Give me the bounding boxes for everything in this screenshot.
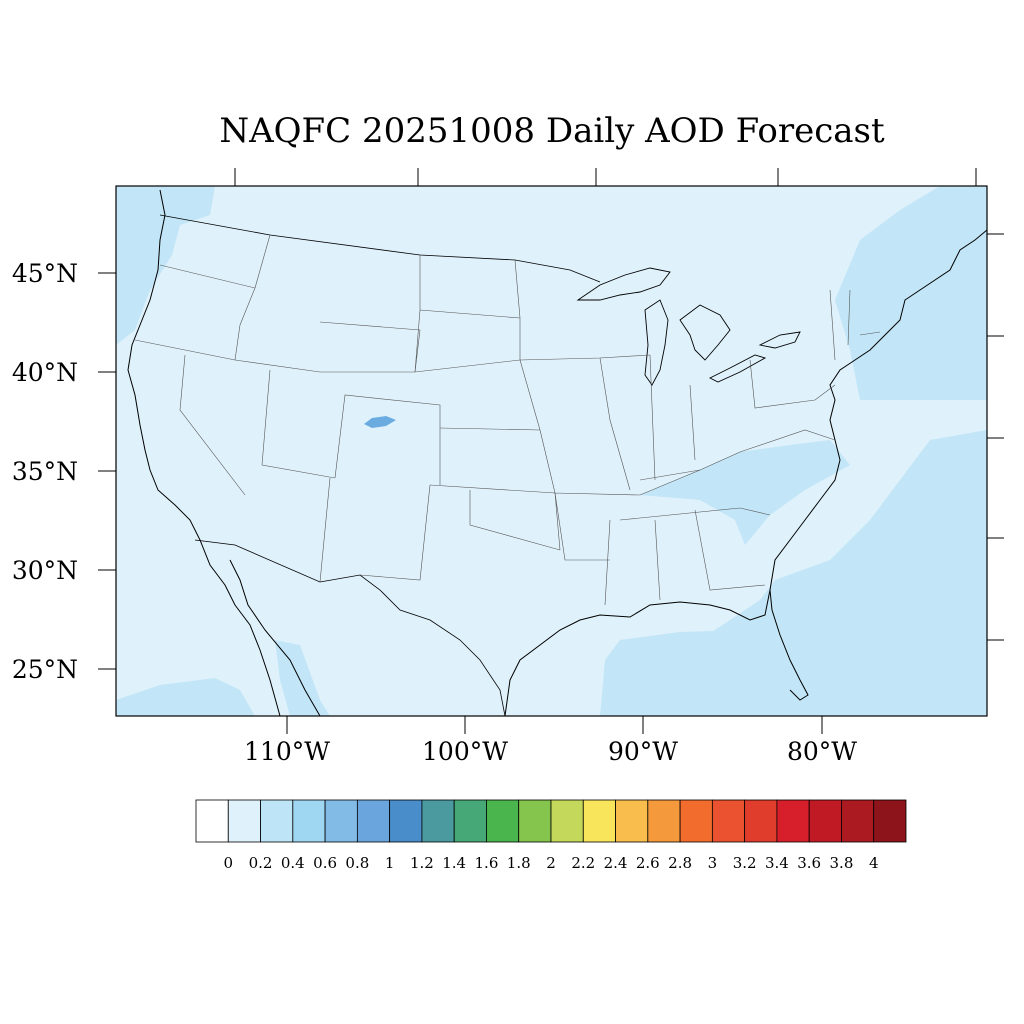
state-line-co	[334, 394, 441, 485]
colorbar-swatch	[582, 799, 616, 843]
colorbar-swatch	[647, 799, 681, 843]
coastline-gulf	[504, 589, 771, 716]
state-line-ne-ks	[439, 359, 541, 431]
aod-colorbar	[195, 799, 907, 843]
colorbar-label: 3	[708, 854, 718, 872]
coastline-florida	[769, 589, 809, 701]
coastline-west	[127, 189, 281, 716]
colorbar-swatch	[744, 799, 778, 843]
colorbar-label: 2.2	[571, 854, 595, 872]
state-line-northeast	[749, 289, 881, 409]
colorbar-label: 0.8	[345, 854, 369, 872]
lat-label: 35°N	[12, 457, 78, 486]
lake-erie	[708, 354, 767, 383]
lake-ontario	[758, 331, 801, 349]
colorbar-swatch	[486, 799, 520, 843]
colorbar-label: 1.6	[475, 854, 499, 872]
colorbar-swatch	[841, 799, 875, 843]
colorbar-swatch	[711, 799, 746, 843]
colorbar-swatch	[615, 799, 649, 843]
state-line-west-grid	[234, 234, 651, 373]
colorbar-label: 1.4	[442, 854, 466, 872]
lat-label: 25°N	[12, 655, 78, 684]
colorbar-label: 3.8	[830, 854, 854, 872]
colorbar-label: 1	[385, 854, 395, 872]
colorbar-label: 3.6	[797, 854, 821, 872]
lat-label: 30°N	[12, 556, 78, 585]
colorbar-label: 2	[546, 854, 556, 872]
state-line-ut	[261, 369, 336, 479]
colorbar-swatch	[679, 799, 713, 843]
us-mexico-border	[194, 539, 506, 716]
aod-shade-atlantic	[600, 186, 987, 716]
colorbar-label: 2.4	[604, 854, 628, 872]
colorbar-label: 2.8	[668, 854, 692, 872]
colorbar-swatch	[808, 799, 842, 843]
state-line-nm-az	[319, 477, 431, 583]
colorbar-swatch	[776, 799, 810, 843]
lon-label: 110°W	[244, 737, 330, 766]
lat-label: 45°N	[12, 259, 78, 288]
colorbar-swatch	[873, 799, 907, 843]
lon-label: 90°W	[608, 737, 678, 766]
colorbar-label: 3.4	[765, 854, 789, 872]
colorbar-swatch	[389, 799, 423, 843]
colorbar-swatch	[292, 799, 326, 843]
colorbar-swatch	[453, 799, 487, 843]
colorbar-label: 3.2	[733, 854, 757, 872]
aod-shade-pacific-nw	[116, 186, 215, 345]
colorbar-swatch	[227, 799, 261, 843]
state-line-south	[619, 451, 771, 521]
aod-shade-pacific-sw	[116, 678, 255, 716]
colorbar-label: 0	[223, 854, 233, 872]
lon-label: 100°W	[422, 737, 508, 766]
state-line-wa-or	[159, 264, 256, 289]
colorbar-label: 4	[869, 854, 879, 872]
colorbar-swatch	[421, 799, 455, 843]
colorbar-label: 0.6	[313, 854, 337, 872]
aod-shade-southeast	[640, 440, 850, 545]
state-line-or-ca	[134, 339, 236, 361]
state-boundaries	[134, 234, 881, 606]
coastline-east	[769, 229, 987, 591]
state-line-wy	[319, 321, 421, 373]
colorbar-swatch	[324, 799, 358, 843]
colorbar-swatch	[518, 799, 552, 843]
lon-label: 80°W	[787, 737, 857, 766]
state-line-mid	[539, 354, 836, 606]
colorbar-swatch	[356, 799, 391, 843]
aod-shading-layer	[116, 186, 987, 716]
lake-superior	[576, 267, 671, 301]
lat-label: 40°N	[12, 358, 78, 387]
aod-shade-gulf	[600, 630, 810, 716]
colorbar-label: 0.2	[249, 854, 273, 872]
colorbar-label: 2.6	[636, 854, 660, 872]
us-canada-border	[159, 214, 601, 283]
map-panel: 45°N 40°N 35°N 30°N 25°N 110°W 100°W 90°…	[12, 168, 1004, 766]
colorbar-swatch	[195, 799, 229, 843]
aod-hotspot-colorado	[364, 416, 396, 428]
aod-colorbar-labels: 0 0.2 0.4 0.6 0.8 1 1.2 1.4 1.6 1.8 2 2.2 2.4 2.6 2.8 3…	[223, 854, 878, 872]
map-ticks	[98, 168, 1004, 734]
map-frame	[115, 185, 988, 717]
colorbar-swatch	[260, 799, 294, 843]
coastline-gulf-of-california	[229, 559, 321, 716]
colorbar-label: 0.4	[281, 854, 305, 872]
state-line-nd-sd	[414, 255, 521, 373]
longitude-labels: 110°W 100°W 90°W 80°W	[244, 737, 857, 766]
state-line-id	[234, 287, 256, 361]
colorbar-label: 1.2	[410, 854, 434, 872]
latitude-labels: 45°N 40°N 35°N 30°N 25°N	[12, 259, 78, 684]
state-line-nv	[179, 354, 246, 496]
lake-huron	[679, 304, 731, 361]
colorbar-swatch	[550, 799, 584, 843]
colorbar-label: 1.8	[507, 854, 531, 872]
map-title: NAQFC 20251008 Daily AOD Forecast	[219, 111, 885, 151]
